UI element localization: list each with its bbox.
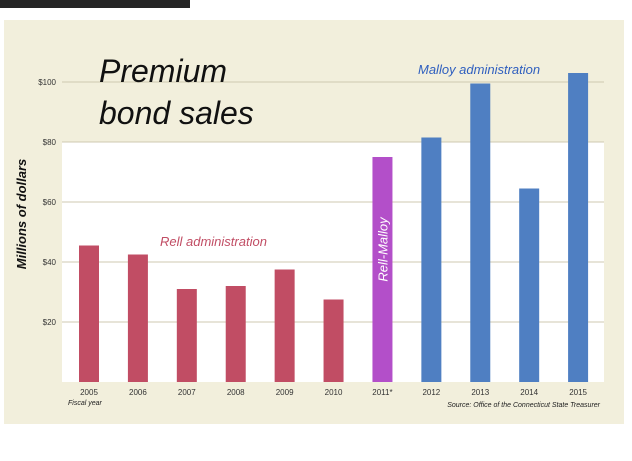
y-tick-label: $60 [43,198,57,207]
bar-2013 [470,83,491,382]
rell-administration-label: Rell administration [160,234,267,249]
bar-2007 [176,289,197,382]
y-tick-label: $100 [38,78,56,87]
x-tick-label: 2015 [569,388,587,397]
x-tick-label: 2007 [178,388,196,397]
y-axis-label: Millions of dollars [14,159,29,270]
chart-frame: $20 $40 $60 $80 $100 2005 2006 2007 2008 2009 201… [4,20,624,424]
x-tick-label: 2005 [80,388,98,397]
x-axis-labels: 2005 2006 2007 2008 2009 2010 2011* 2012 2013 201… [80,388,587,397]
x-tick-label: 2013 [471,388,489,397]
x-tick-label: 2006 [129,388,147,397]
y-tick-label: $20 [43,318,57,327]
x-axis-label: Fiscal year [68,400,103,407]
malloy-administration-label: Malloy administration [418,62,540,77]
rell-malloy-label: Rell-Malloy [375,216,390,282]
bar-2006 [127,254,148,382]
bars [79,73,589,382]
cropped-header-strip [0,0,190,8]
y-tick-label: $80 [43,138,57,147]
bar-2014 [519,188,540,382]
chart-svg: $20 $40 $60 $80 $100 2005 2006 2007 2008 2009 201… [14,53,604,409]
x-tick-label: 2014 [520,388,538,397]
bar-2009 [274,269,295,382]
bar-2015 [568,73,589,382]
bar-2011 [372,157,393,382]
y-tick-label: $40 [43,258,57,267]
bar-2008 [225,286,246,382]
bar-2010 [323,299,344,382]
y-axis-ticks: $20 $40 $60 $80 $100 [38,78,56,327]
x-tick-label: 2010 [325,388,343,397]
x-tick-label: 2011* [372,388,392,397]
source-note: Source: Office of the Connecticut State … [447,402,600,409]
gridlines [62,81,604,323]
bar-2005 [79,245,99,382]
chart-title-line2: bond sales [99,95,254,131]
x-tick-label: 2012 [422,388,440,397]
chart-title-line1: Premium [99,53,227,89]
x-tick-label: 2009 [276,388,294,397]
x-tick-label: 2008 [227,388,245,397]
bar-2012 [421,137,442,382]
